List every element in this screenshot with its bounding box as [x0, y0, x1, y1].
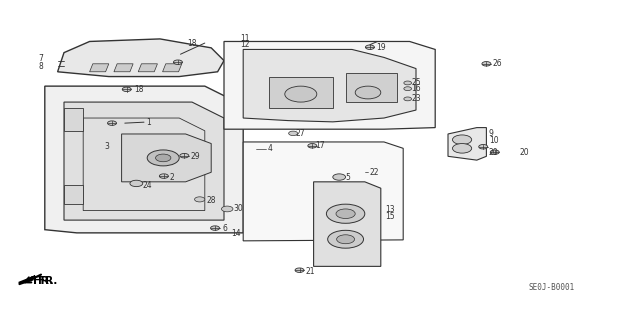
Circle shape — [289, 131, 298, 136]
Circle shape — [173, 60, 182, 64]
Circle shape — [147, 150, 179, 166]
Text: 16: 16 — [412, 84, 421, 93]
Circle shape — [156, 154, 171, 162]
Polygon shape — [122, 134, 211, 182]
Circle shape — [308, 144, 317, 148]
Circle shape — [328, 230, 364, 248]
Polygon shape — [64, 102, 224, 220]
Circle shape — [336, 209, 355, 219]
Circle shape — [130, 180, 143, 187]
Text: 29: 29 — [191, 152, 200, 161]
Circle shape — [122, 87, 131, 92]
Circle shape — [326, 204, 365, 223]
Text: 22: 22 — [369, 168, 379, 177]
Circle shape — [180, 153, 189, 158]
Text: 20: 20 — [520, 148, 529, 157]
Text: 25: 25 — [412, 78, 421, 87]
Text: 2: 2 — [170, 173, 174, 182]
Polygon shape — [314, 182, 381, 266]
Polygon shape — [64, 185, 83, 204]
Circle shape — [404, 97, 412, 101]
Text: 14: 14 — [232, 229, 241, 238]
Polygon shape — [90, 64, 109, 72]
Circle shape — [452, 135, 472, 145]
Text: 9: 9 — [489, 129, 494, 138]
Polygon shape — [45, 86, 243, 233]
Circle shape — [221, 206, 233, 212]
Circle shape — [482, 62, 491, 66]
Polygon shape — [19, 276, 35, 285]
Polygon shape — [243, 49, 416, 122]
Polygon shape — [243, 142, 403, 241]
Text: 26: 26 — [493, 59, 502, 68]
Polygon shape — [163, 64, 182, 72]
Text: 15: 15 — [385, 212, 395, 221]
Text: 27: 27 — [296, 129, 305, 138]
Polygon shape — [114, 64, 133, 72]
Polygon shape — [346, 73, 397, 102]
Text: 18: 18 — [187, 39, 196, 48]
Text: 4: 4 — [268, 145, 273, 153]
Text: 10: 10 — [489, 136, 499, 145]
Text: 8: 8 — [38, 62, 43, 70]
Text: 19: 19 — [376, 43, 386, 52]
Text: 21: 21 — [306, 267, 316, 276]
Text: FR.: FR. — [33, 276, 54, 286]
Text: 18: 18 — [134, 85, 144, 94]
Circle shape — [365, 45, 374, 49]
Circle shape — [337, 235, 355, 244]
Text: 20: 20 — [489, 148, 499, 157]
Polygon shape — [64, 108, 83, 131]
Text: 17: 17 — [315, 141, 324, 150]
Circle shape — [285, 86, 317, 102]
Polygon shape — [58, 39, 224, 77]
Text: 23: 23 — [412, 94, 421, 103]
Polygon shape — [448, 128, 486, 160]
Circle shape — [479, 145, 488, 149]
Circle shape — [452, 144, 472, 153]
Polygon shape — [269, 77, 333, 108]
Circle shape — [211, 226, 220, 230]
Polygon shape — [224, 41, 435, 129]
Circle shape — [333, 174, 346, 180]
Text: 30: 30 — [234, 204, 243, 213]
Polygon shape — [138, 64, 157, 72]
Text: 13: 13 — [385, 205, 395, 214]
Text: FR.: FR. — [38, 276, 58, 286]
Text: 5: 5 — [346, 173, 351, 182]
Circle shape — [355, 86, 381, 99]
Text: 28: 28 — [206, 196, 216, 204]
Circle shape — [159, 174, 168, 178]
Text: 11: 11 — [240, 34, 250, 43]
Text: 12: 12 — [240, 40, 250, 49]
Text: 7: 7 — [38, 54, 44, 63]
Text: 3: 3 — [104, 142, 109, 151]
Circle shape — [404, 81, 412, 85]
Circle shape — [404, 87, 412, 91]
Text: SE0J-B0001: SE0J-B0001 — [529, 283, 575, 292]
Circle shape — [195, 197, 205, 202]
Text: 24: 24 — [142, 181, 152, 189]
Circle shape — [295, 268, 304, 272]
Text: 1: 1 — [146, 118, 150, 127]
Text: 6: 6 — [223, 224, 228, 233]
Circle shape — [108, 121, 116, 125]
Circle shape — [490, 150, 499, 154]
